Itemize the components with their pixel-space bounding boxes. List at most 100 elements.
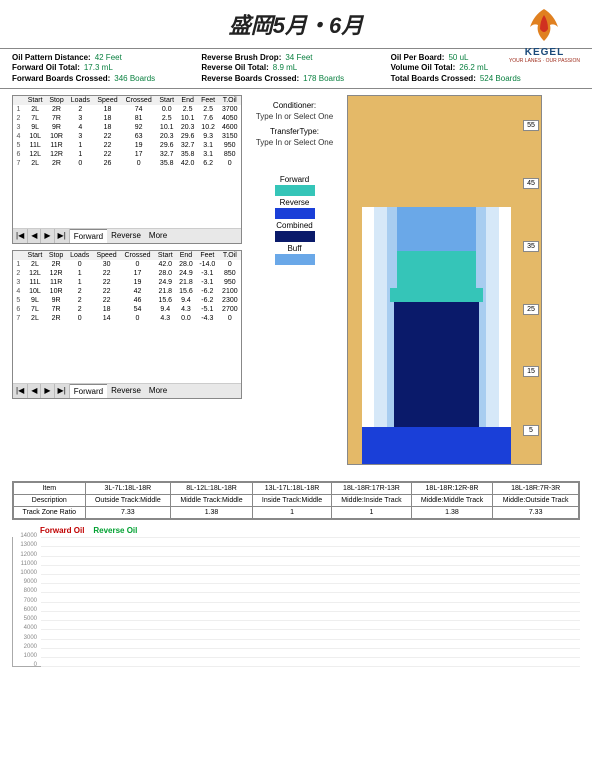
cell: 9.3 [198, 132, 219, 141]
tab-forward[interactable]: Forward [70, 384, 107, 398]
ratio-value: 1.38 [411, 507, 493, 519]
cell: 20.3 [156, 132, 178, 141]
cell: 0 [218, 159, 241, 168]
cell: -3.1 [196, 269, 219, 278]
cell: 46 [120, 296, 154, 305]
pattern-visualization: 55453525155 [347, 95, 542, 465]
cell: 2.5 [156, 114, 178, 123]
stat-value: 42 Feet [95, 53, 122, 63]
y-axis-label: 6000 [13, 607, 37, 613]
cell: 2R [46, 105, 67, 114]
cell: 950 [219, 278, 241, 287]
tab-nav-button[interactable]: ◀ [28, 229, 41, 243]
cell: 2L [24, 260, 45, 269]
cell: 24.9 [176, 269, 196, 278]
ratio-desc: Middle:Outside Track [493, 495, 579, 507]
distance-tick: 35 [523, 241, 539, 252]
cell: 6.2 [198, 159, 219, 168]
cell: -5.1 [196, 305, 219, 314]
tab-more[interactable]: More [145, 384, 171, 398]
cell: 11R [46, 141, 67, 150]
tab-nav-button[interactable]: |◀ [13, 384, 28, 398]
cell: 11R [46, 278, 67, 287]
stat-value: 524 Boards [480, 74, 521, 84]
cell: 32.7 [178, 141, 198, 150]
tab-reverse[interactable]: Reverse [107, 229, 145, 243]
tab-reverse[interactable]: Reverse [107, 384, 145, 398]
cell: 2100 [219, 287, 241, 296]
tab-nav-button[interactable]: |◀ [13, 229, 28, 243]
legend-swatch [275, 185, 315, 196]
cell: 28.0 [176, 260, 196, 269]
cell: 12R [46, 150, 67, 159]
tab-more[interactable]: More [145, 229, 171, 243]
legend-label: Reverse [252, 198, 337, 207]
y-axis-label: 12000 [13, 552, 37, 558]
header: 盛岡5月・6月 KEGEL YOUR LANES · OUR PASSION [0, 0, 592, 49]
cell: 42.0 [155, 260, 176, 269]
tab-forward[interactable]: Forward [70, 229, 107, 243]
stat-value: 26.2 mL [459, 63, 488, 73]
cell: 10.1 [156, 123, 178, 132]
cell: 3700 [218, 105, 241, 114]
cell: 42.0 [178, 159, 198, 168]
cell: 22 [93, 269, 121, 278]
cell: 3150 [218, 132, 241, 141]
tab-nav-button[interactable]: ▶| [55, 384, 70, 398]
stat-label: Volume Oil Total: [391, 63, 456, 73]
cell: 35.8 [156, 159, 178, 168]
cell: 850 [219, 269, 241, 278]
tab-nav-button[interactable]: ▶| [55, 229, 70, 243]
cell: 2 [67, 287, 93, 296]
cell: 4.3 [155, 314, 176, 323]
tab-nav-button[interactable]: ◀ [28, 384, 41, 398]
cell: 18 [94, 114, 122, 123]
cell: 12L [24, 269, 45, 278]
conditioner-label: Conditioner: [252, 101, 337, 110]
cell: 6 [13, 305, 24, 314]
col-header: Start [24, 96, 46, 105]
ratio-header: 18L-18R:17R-13R [332, 483, 411, 495]
cell: 17 [121, 150, 156, 159]
col-header: Crossed [120, 251, 154, 260]
ratio-value: 1 [332, 507, 411, 519]
stat-value: 34 Feet [285, 53, 312, 63]
ratio-desc: Middle Track:Middle [171, 495, 253, 507]
tab-nav-button[interactable]: ▶ [41, 384, 54, 398]
cell: 2L [24, 314, 45, 323]
cell: 0 [67, 260, 93, 269]
ratio-value: 7.33 [493, 507, 579, 519]
forward-tab-bar: |◀◀▶▶|ForwardReverseMore [13, 228, 241, 243]
cell: 11L [24, 141, 46, 150]
y-axis-label: 11000 [13, 561, 37, 567]
transfer-value[interactable]: Type In or Select One [252, 138, 337, 147]
ratio-desc: Inside Track:Middle [252, 495, 331, 507]
y-axis-label: 7000 [13, 598, 37, 604]
cell: 20.3 [178, 123, 198, 132]
y-axis-label: 3000 [13, 635, 37, 641]
stat-value: 346 Boards [114, 74, 155, 84]
cell: 3.1 [198, 150, 219, 159]
cell: 10L [24, 132, 46, 141]
tab-nav-button[interactable]: ▶ [41, 229, 54, 243]
cell: 3 [67, 114, 94, 123]
ratio-header: 8L-12L:18L-18R [171, 483, 253, 495]
cell: 17 [120, 269, 154, 278]
stat-label: Forward Oil Total: [12, 63, 80, 73]
cell: 19 [120, 278, 154, 287]
cell: 22 [94, 132, 122, 141]
cell: 18 [93, 305, 121, 314]
conditioner-value[interactable]: Type In or Select One [252, 112, 337, 121]
cell: 9.4 [176, 296, 196, 305]
cell: 22 [94, 141, 122, 150]
distance-tick: 15 [523, 366, 539, 377]
stat-value: 178 Boards [303, 74, 344, 84]
cell: 9R [46, 296, 67, 305]
cell: -4.3 [196, 314, 219, 323]
ratio-desc: Middle:Inside Track [332, 495, 411, 507]
col-header: Loads [67, 251, 93, 260]
cell: 0.0 [156, 105, 178, 114]
forward-oil-label: Forward Oil [40, 526, 84, 535]
cell: 42 [120, 287, 154, 296]
cell: 1 [67, 141, 94, 150]
